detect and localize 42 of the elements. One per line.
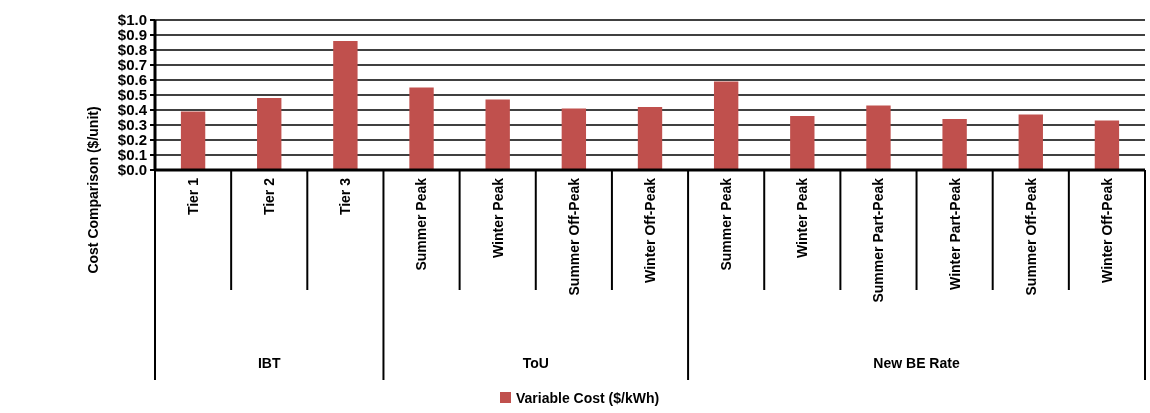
x-tick-label: Winter Off-Peak xyxy=(641,177,658,283)
y-tick-label: $0.6 xyxy=(117,71,147,89)
y-tick-label: $0.8 xyxy=(117,41,147,59)
bar xyxy=(561,108,587,170)
y-tick-label: $0.2 xyxy=(117,131,147,149)
x-tick-label: Winter Off-Peak xyxy=(1098,177,1115,283)
x-tick-label: Summer Peak xyxy=(718,177,735,271)
bar xyxy=(409,87,434,170)
x-tick-label: Tier 3 xyxy=(337,177,354,216)
y-tick-label: $0.1 xyxy=(117,146,147,164)
y-tick-label: $0.0 xyxy=(117,161,147,179)
bar xyxy=(713,81,739,170)
y-tick-label: $0.4 xyxy=(117,101,148,119)
bar xyxy=(257,98,282,170)
y-tick-label: $0.7 xyxy=(117,56,147,74)
x-tick-label: Tier 2 xyxy=(261,177,278,216)
x-tick-label: Winter Peak xyxy=(489,177,506,259)
x-tick-label: Tier 1 xyxy=(184,177,201,216)
bar xyxy=(485,99,510,170)
y-tick-label: $0.5 xyxy=(117,86,147,104)
bar xyxy=(866,105,891,170)
bar xyxy=(637,107,663,170)
y-tick-label: $1.0 xyxy=(117,11,147,29)
bar xyxy=(790,116,815,170)
text: New BE Rate xyxy=(873,355,960,371)
x-tick-label: Winter Part-Peak xyxy=(946,177,963,290)
x-tick-label: Summer Part-Peak xyxy=(870,177,887,303)
x-tick-label: Winter Peak xyxy=(794,177,811,259)
bar xyxy=(180,111,206,170)
text: ToU xyxy=(522,355,549,371)
bar xyxy=(1094,120,1120,170)
x-tick-label: Summer Peak xyxy=(413,177,430,271)
legend-label: Variable Cost ($/kWh) xyxy=(516,389,660,406)
bar xyxy=(1018,114,1043,170)
y-tick-label: $0.9 xyxy=(117,26,147,44)
x-tick-label: Summer Off-Peak xyxy=(1022,177,1039,296)
text: IBT xyxy=(257,355,281,371)
y-tick-label: $0.3 xyxy=(117,116,147,134)
y-axis-title: Cost Comparison ($/unit) xyxy=(85,106,101,274)
bar xyxy=(942,119,967,170)
bar xyxy=(333,41,358,170)
x-tick-label: Summer Off-Peak xyxy=(565,177,582,296)
